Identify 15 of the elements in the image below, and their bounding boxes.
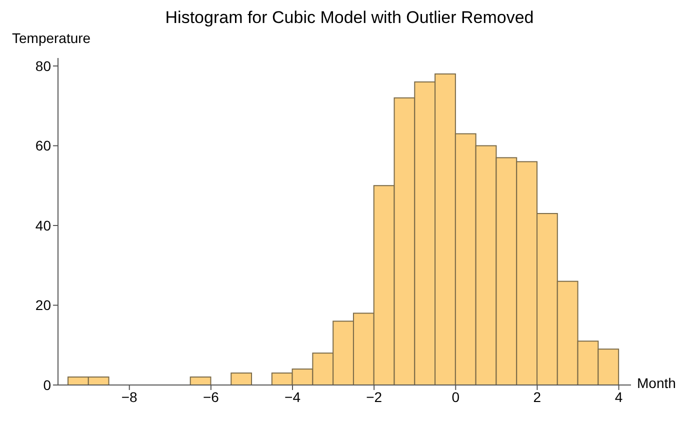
y-tick-label: 40 [35, 217, 52, 234]
x-tick-label: −2 [366, 388, 382, 405]
y-tick-label: 60 [35, 138, 52, 154]
x-tick-label: 2 [533, 388, 542, 405]
x-tick-label: 4 [614, 388, 623, 405]
x-tick-label: −4 [284, 388, 301, 405]
y-axis-title: Temperature [12, 30, 91, 46]
chart-title: Histogram for Cubic Model with Outlier Removed [164, 8, 535, 28]
x-tick-label: −6 [202, 388, 220, 405]
x-tick-label: −8 [121, 388, 138, 405]
y-tick-label: 80 [35, 58, 52, 74]
y-tick-label: 20 [35, 297, 52, 314]
x-tick-label: 0 [452, 388, 460, 405]
y-tick-label: 0 [43, 376, 52, 393]
x-axis-title: Month [637, 375, 676, 391]
